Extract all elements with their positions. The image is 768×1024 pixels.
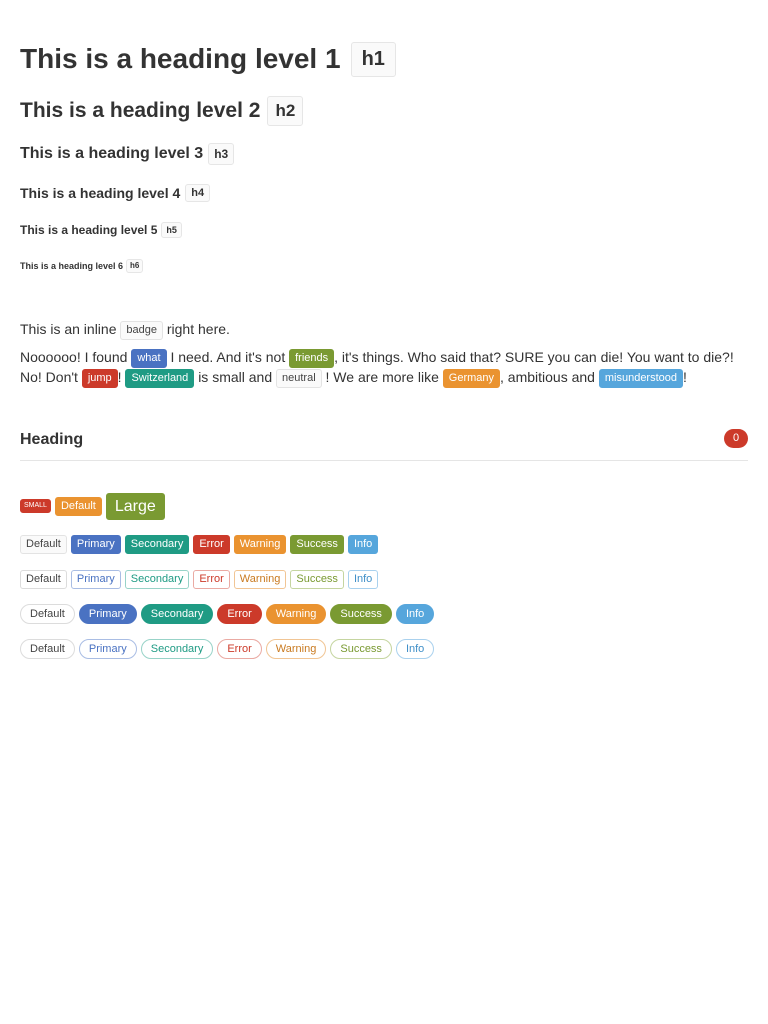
heading-level-2: This is a heading level 2 h2 xyxy=(20,96,304,126)
heading-6-text: This is a heading level 6 xyxy=(20,261,124,271)
solid-badges-row: Default Primary Secondary Error Warning … xyxy=(20,534,382,554)
heading-4-badge: h4 xyxy=(185,184,211,202)
badge-primary: Primary xyxy=(70,534,121,554)
pill-error: Error xyxy=(217,604,262,624)
paragraph-text: Noooooo! I found xyxy=(20,349,128,365)
badge-switzerland: Switzerland xyxy=(125,368,195,388)
pill-success-outline: Success xyxy=(330,639,392,659)
pill-error-outline: Error xyxy=(217,639,262,659)
paragraph-text: , ambitious and xyxy=(500,368,595,385)
badge-default: Default xyxy=(20,534,67,554)
pill-secondary: Secondary xyxy=(140,604,214,624)
badge-default-outline: Default xyxy=(20,569,67,589)
badge-large: Large xyxy=(105,492,165,520)
badge-jump: jump xyxy=(81,368,118,388)
paragraph-text: I need. And it's not xyxy=(170,349,286,365)
heading-3-text: This is a heading level 3 xyxy=(20,145,204,162)
inline-badge-paragraph: This is an inline badge right here. xyxy=(20,320,748,340)
badge-success: Success xyxy=(290,534,344,554)
section-heading: Heading 0 xyxy=(20,424,748,461)
badge-default-size: Default xyxy=(54,496,102,516)
badge-what: what xyxy=(131,348,167,368)
badge-info: Info xyxy=(347,534,379,554)
badge-success-outline: Success xyxy=(290,569,344,589)
inline-badge: badge xyxy=(120,320,163,340)
pill-secondary-outline: Secondary xyxy=(140,639,214,659)
badge-warning-outline: Warning xyxy=(233,569,287,589)
heading-level-4: This is a heading level 4 h4 xyxy=(20,183,211,203)
heading-level-1: This is a heading level 1 h1 xyxy=(20,40,396,78)
pill-default-outline: Default xyxy=(20,639,75,659)
badge-secondary: Secondary xyxy=(124,534,190,554)
pill-info-outline: Info xyxy=(395,639,435,659)
section-title: Heading xyxy=(20,431,84,448)
paragraph-text: ! xyxy=(683,368,687,385)
count-badge: 0 xyxy=(724,429,748,448)
paragraph-text: is small and xyxy=(198,368,273,385)
long-paragraph: Noooooo! I found what I need. And it's n… xyxy=(20,348,748,388)
pill-warning: Warning xyxy=(265,604,327,624)
badge-error: Error xyxy=(193,534,230,554)
badge-error-outline: Error xyxy=(193,569,230,589)
pill-badges-row: Default Primary Secondary Error Warning … xyxy=(20,604,438,624)
heading-2-text: This is a heading level 2 xyxy=(20,99,261,122)
pill-warning-outline: Warning xyxy=(265,639,327,659)
badge-neutral: neutral xyxy=(276,368,322,388)
heading-1-text: This is a heading level 1 xyxy=(20,43,341,74)
heading-2-badge: h2 xyxy=(267,96,304,126)
heading-5-text: This is a heading level 5 xyxy=(20,223,158,237)
pill-primary: Primary xyxy=(78,604,137,624)
heading-level-3: This is a heading level 3 h3 xyxy=(20,143,235,165)
badge-info-outline: Info xyxy=(347,569,379,589)
pill-success: Success xyxy=(330,604,392,624)
heading-1-badge: h1 xyxy=(350,41,396,77)
heading-5-badge: h5 xyxy=(161,222,182,238)
heading-level-5: This is a heading level 5 h5 xyxy=(20,221,182,239)
badge-sizes-row: SMALL Default Large xyxy=(20,492,169,520)
badge-secondary-outline: Secondary xyxy=(124,569,190,589)
heading-3-badge: h3 xyxy=(208,143,235,165)
badge-misunderstood: misunderstood xyxy=(598,368,684,388)
pill-default: Default xyxy=(20,604,75,624)
pill-info: Info xyxy=(395,604,435,624)
inline-text-before: This is an inline xyxy=(20,321,117,337)
inline-text-after: right here. xyxy=(166,321,230,337)
heading-4-text: This is a heading level 4 xyxy=(20,185,181,201)
paragraph-text: ! xyxy=(117,368,122,385)
heading-6-badge: h6 xyxy=(126,259,144,273)
badge-germany: Germany xyxy=(442,368,501,388)
outline-badges-row: Default Primary Secondary Error Warning … xyxy=(20,569,382,589)
badge-warning: Warning xyxy=(233,534,287,554)
outline-pill-badges-row: Default Primary Secondary Error Warning … xyxy=(20,639,438,659)
badge-small: SMALL xyxy=(20,499,51,513)
badge-friends: friends xyxy=(289,348,335,368)
paragraph-text: , it's things. Who said that? SURE you c… xyxy=(20,349,734,385)
paragraph-text: ! We are more like xyxy=(325,368,439,385)
badge-primary-outline: Primary xyxy=(70,569,121,589)
pill-primary-outline: Primary xyxy=(78,639,137,659)
heading-level-6: This is a heading level 6 h6 xyxy=(20,258,144,274)
